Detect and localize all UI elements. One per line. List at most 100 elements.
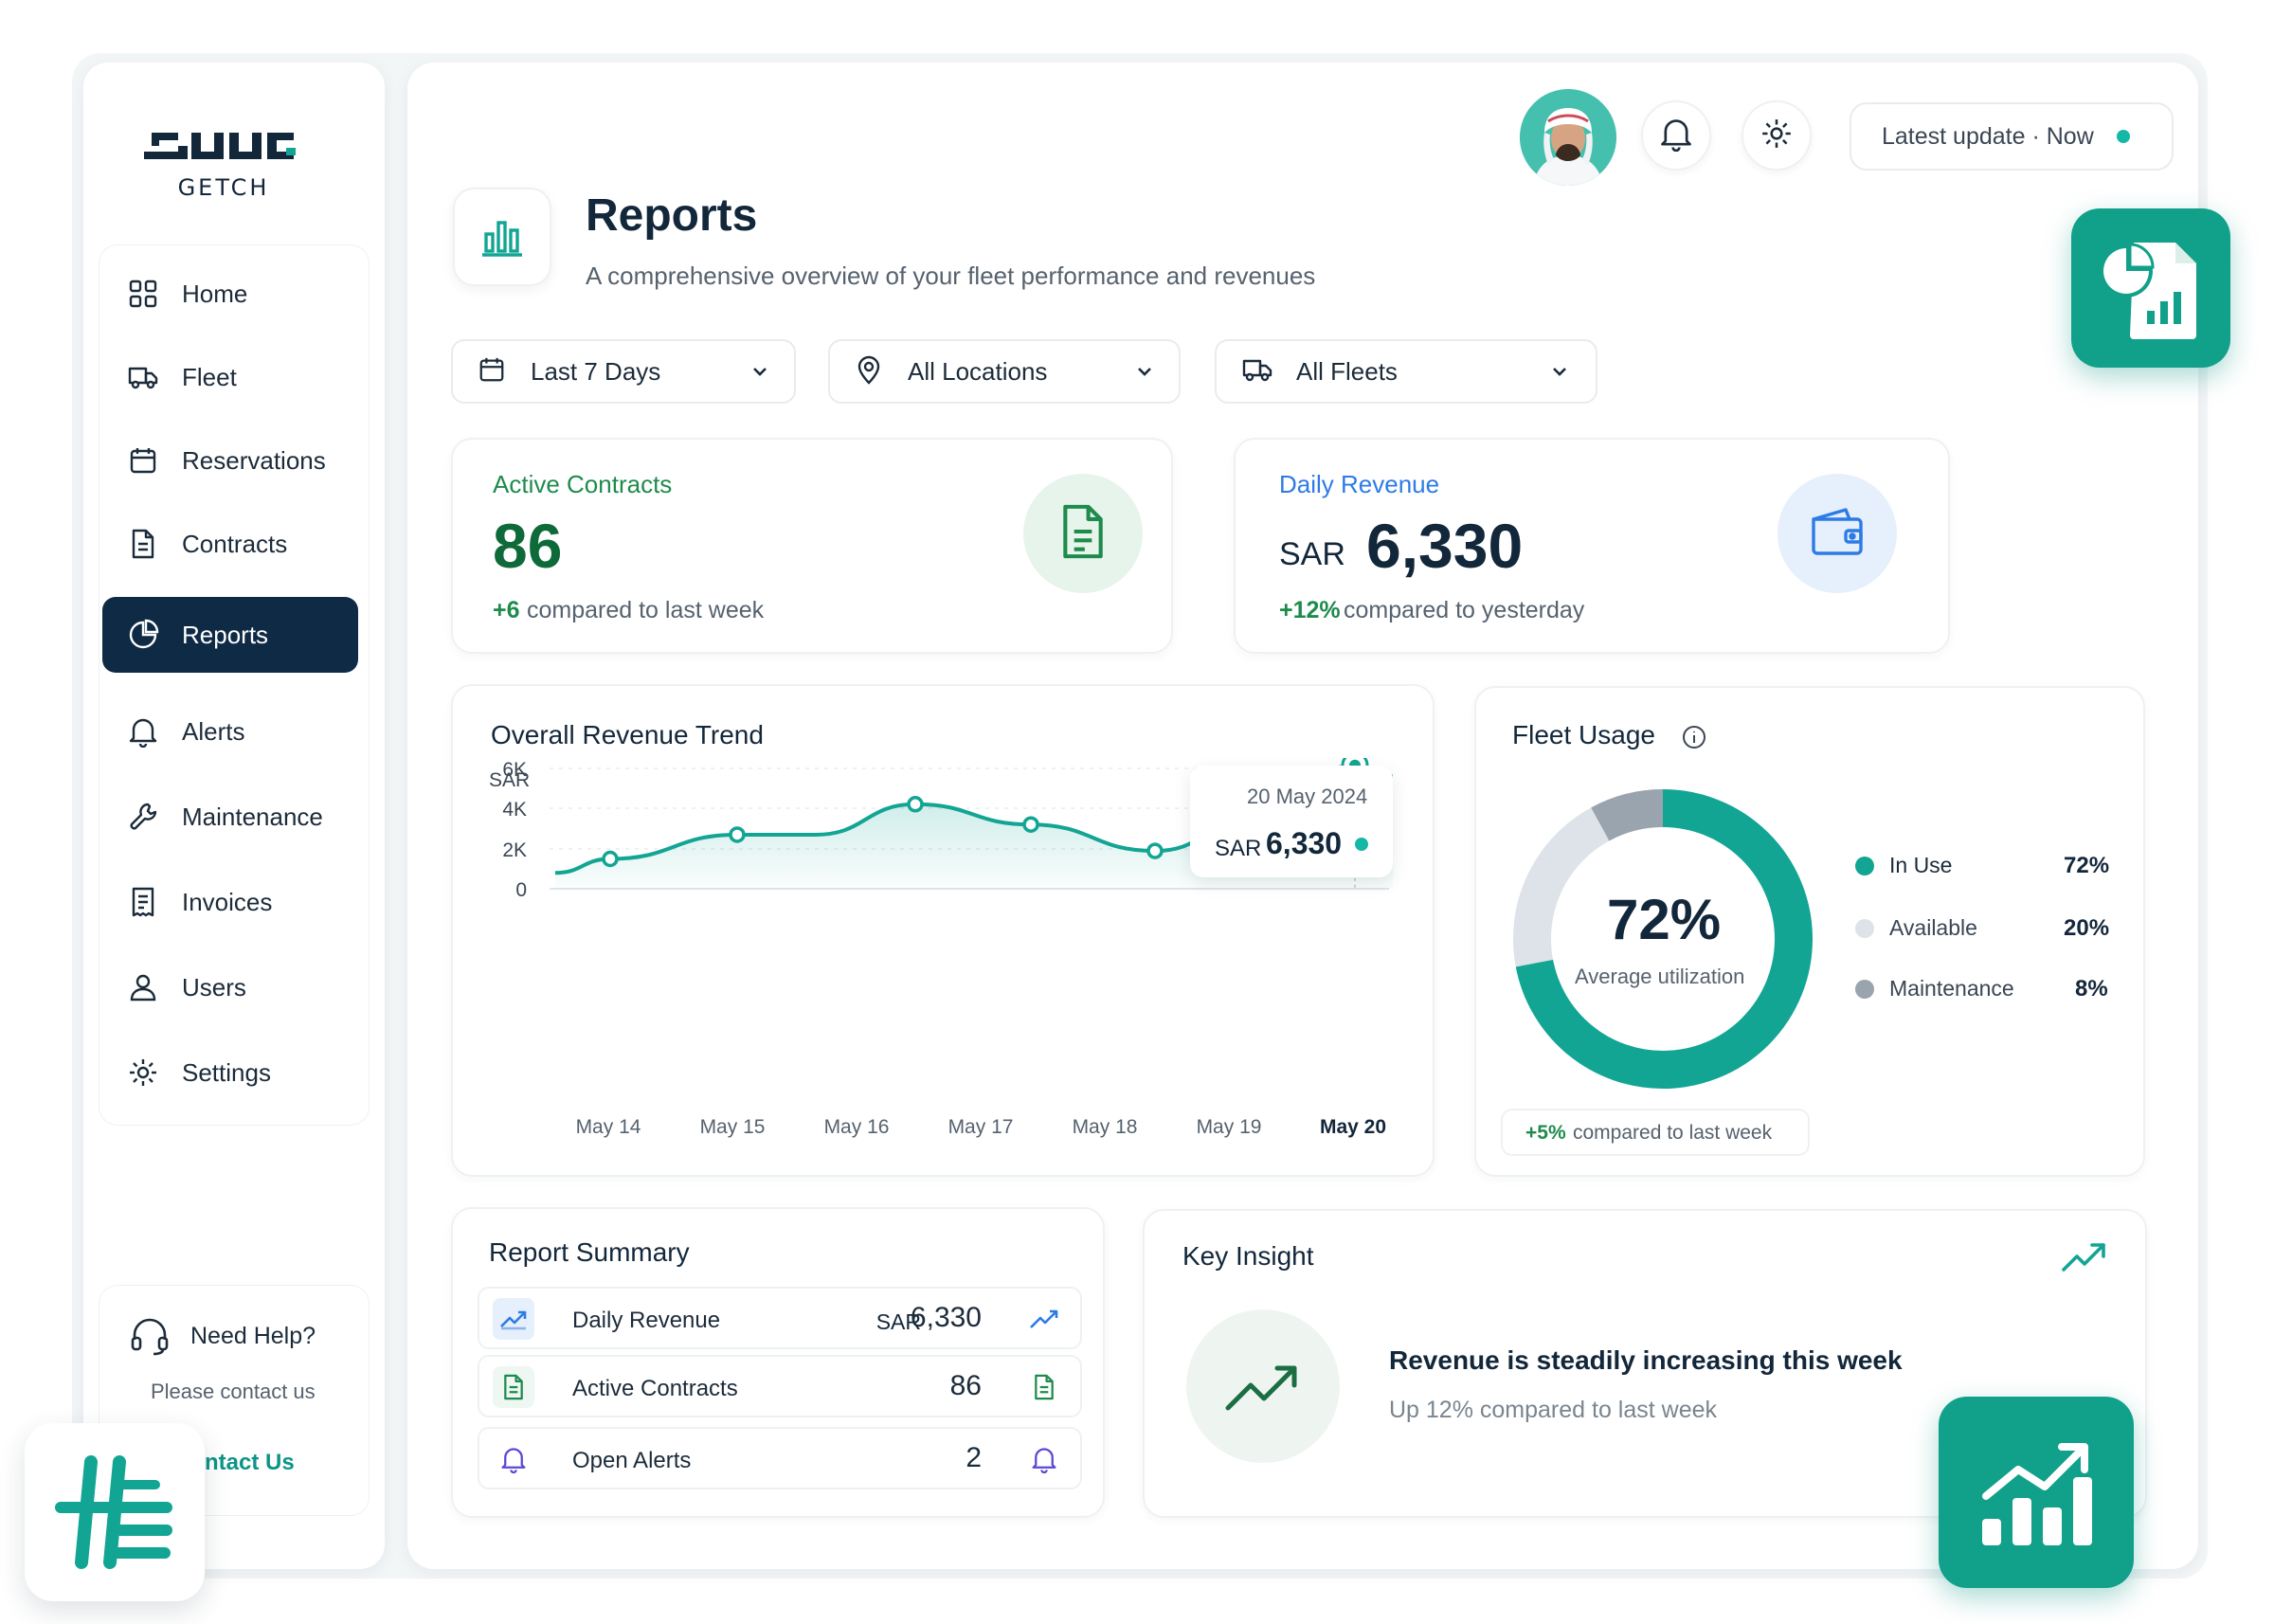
- x-tick-label: May 16: [824, 1116, 890, 1138]
- footer-text: compared to last week: [1573, 1122, 1773, 1144]
- x-tick-label: May 14: [576, 1116, 641, 1138]
- sidebar-item-label: Users: [182, 972, 246, 1001]
- period-filter[interactable]: Last 7 Days: [451, 339, 796, 404]
- sidebar-item-label: Contracts: [182, 529, 288, 558]
- status-dot: [2116, 130, 2130, 143]
- truck-icon: [1241, 354, 1273, 389]
- summary-label: Active Contracts: [572, 1376, 738, 1401]
- fleet-usage-footer: [1501, 1109, 1810, 1156]
- partner-logo: [55, 1455, 172, 1569]
- tooltip-value: 6,330: [1266, 826, 1343, 860]
- tooltip-date: 20 May 2024: [1247, 785, 1368, 808]
- chart-title: Overall Revenue Trend: [491, 720, 764, 749]
- kpi-value: 6,330: [1366, 511, 1524, 581]
- y-tick-label: 0: [515, 879, 527, 901]
- y-tick-label: 6K: [502, 759, 527, 781]
- kpi-label: Daily Revenue: [1279, 470, 1440, 498]
- bell-icon: [493, 1438, 534, 1480]
- summary-row-open-alerts[interactable]: Open Alerts 2: [478, 1427, 1082, 1489]
- insight-detail: Up 12% compared to last week: [1389, 1397, 1718, 1423]
- headset-icon: [129, 1315, 171, 1362]
- trend-up-icon: [1225, 1365, 1297, 1411]
- summary-value: 2: [966, 1442, 982, 1473]
- location-pin-icon: [855, 354, 883, 389]
- kpi-delta-text: compared to last week: [527, 597, 765, 623]
- brand-name: GETCH: [178, 174, 270, 201]
- fleet-usage-donut: [1513, 789, 1813, 1089]
- summary-title: Report Summary: [489, 1237, 690, 1267]
- sidebar-item-label: Settings: [182, 1057, 271, 1087]
- sidebar-item-reports[interactable]: Reports: [102, 597, 358, 673]
- y-tick-label: 2K: [502, 839, 527, 861]
- tooltip-currency: SAR: [1215, 836, 1262, 861]
- gear-icon: [1760, 117, 1794, 155]
- info-icon[interactable]: [1681, 724, 1707, 755]
- donut-center-label: Average utilization: [1575, 965, 1745, 988]
- kpi-value: 86: [493, 511, 563, 581]
- grid-icon: [125, 276, 161, 312]
- sidebar-item-settings[interactable]: Settings: [102, 1037, 358, 1109]
- legend-swatch-maintenance: [1855, 980, 1874, 999]
- notifications-button[interactable]: [1641, 100, 1711, 171]
- x-tick-label: May 19: [1197, 1116, 1262, 1138]
- contracts-icon-badge: [1023, 474, 1143, 593]
- latest-update-text: Latest update · Now: [1882, 122, 2094, 150]
- donut-slice-maintenance: [1513, 789, 1813, 1089]
- document-icon: [125, 526, 161, 562]
- summary-row-active-contracts[interactable]: Active Contracts 86: [478, 1355, 1082, 1417]
- bar-chart-icon: [477, 209, 528, 265]
- sidebar-nav: [99, 244, 370, 1126]
- fleet-usage-title: Fleet Usage: [1512, 720, 1655, 749]
- insight-headline: Revenue is steadily increasing this week: [1389, 1345, 1903, 1375]
- sidebar-item-label: Reservations: [182, 445, 326, 475]
- page-subtitle: A comprehensive overview of your fleet p…: [586, 262, 1316, 290]
- bell-icon: [1025, 1440, 1063, 1478]
- sidebar-item-contracts[interactable]: Contracts: [102, 508, 358, 580]
- sidebar-item-alerts[interactable]: Alerts: [102, 695, 358, 767]
- tooltip-dot: [1355, 838, 1368, 851]
- latest-update-pill: Latest update · Now: [1850, 102, 2174, 171]
- document-icon: [1056, 500, 1110, 568]
- x-tick-label: May 17: [948, 1116, 1014, 1138]
- summary-currency: SAR: [875, 1309, 921, 1334]
- calendar-icon: [125, 442, 161, 478]
- location-filter[interactable]: All Locations: [828, 339, 1181, 404]
- document-icon: [1025, 1368, 1063, 1406]
- sidebar-item-users[interactable]: Users: [102, 951, 358, 1023]
- data-point: [1146, 842, 1164, 859]
- kpi-delta: +6: [493, 597, 520, 623]
- document-icon: [493, 1366, 534, 1408]
- sidebar-item-reservations[interactable]: Reservations: [102, 424, 358, 496]
- help-title: Need Help?: [190, 1323, 316, 1349]
- data-point: [1022, 816, 1039, 833]
- avatar[interactable]: [1520, 89, 1616, 186]
- bell-icon: [125, 713, 161, 749]
- kpi-delta: +12%: [1279, 597, 1341, 623]
- fleet-filter-value: All Fleets: [1296, 356, 1398, 386]
- sidebar-item-fleet[interactable]: Fleet: [102, 341, 358, 413]
- y-axis-unit: SAR: [489, 769, 530, 791]
- sidebar-item-label: Maintenance: [182, 802, 323, 831]
- sidebar-item-label: Fleet: [182, 362, 237, 391]
- x-tick-label: May 20: [1320, 1116, 1386, 1138]
- sidebar-item-label: Alerts: [182, 716, 245, 746]
- legend-value: 8%: [2075, 976, 2108, 1001]
- y-tick-label: 4K: [502, 799, 527, 821]
- reports-icon-tile: [453, 188, 551, 286]
- pie-chart-icon: [125, 617, 161, 653]
- summary-label: Open Alerts: [572, 1448, 692, 1473]
- sidebar-item-invoices[interactable]: Invoices: [102, 866, 358, 938]
- settings-button[interactable]: [1742, 100, 1812, 171]
- chevron-down-icon: [1135, 362, 1154, 386]
- donut-center-value: 72%: [1607, 888, 1722, 951]
- summary-row-daily-revenue[interactable]: Daily Revenue SAR 6,330: [478, 1287, 1082, 1349]
- insight-icon-badge: [1186, 1309, 1340, 1463]
- bell-icon: [1659, 116, 1693, 156]
- wrench-icon: [125, 799, 161, 835]
- report-chart-badge: [2071, 208, 2230, 368]
- fleet-filter[interactable]: All Fleets: [1215, 339, 1597, 404]
- legend-label: Maintenance: [1889, 976, 2014, 1001]
- sidebar-item-maintenance[interactable]: Maintenance: [102, 781, 358, 853]
- sidebar-item-home[interactable]: Home: [102, 258, 358, 330]
